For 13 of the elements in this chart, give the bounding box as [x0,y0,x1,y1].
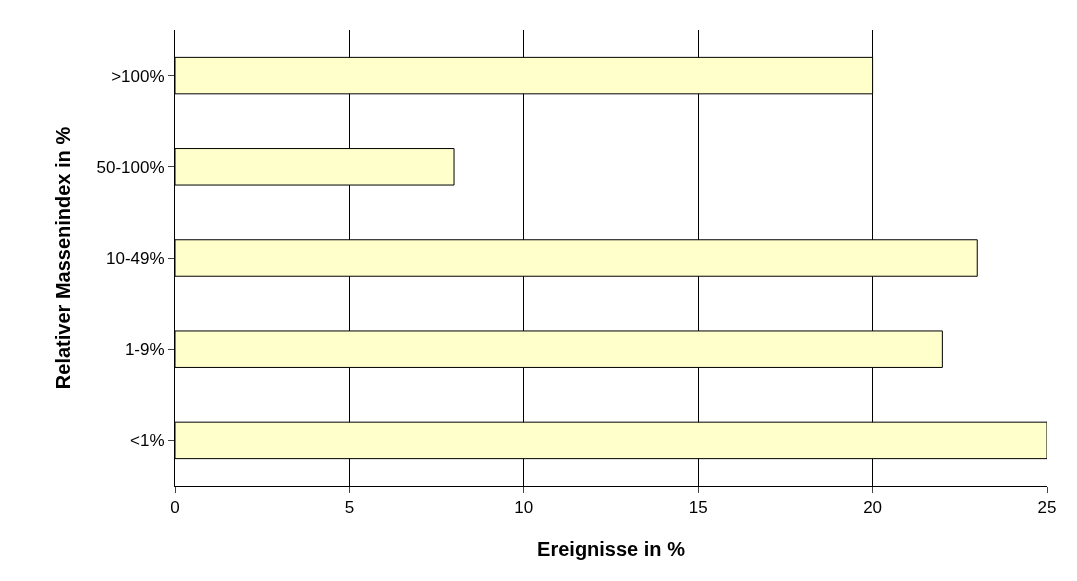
x-tick-label: 15 [688,498,708,518]
y-tick-label: <1% [130,431,165,451]
x-tick-label: 5 [344,498,355,518]
y-tick-label: 50-100% [96,157,165,177]
y-tick-label: 10-49% [105,248,165,268]
x-tick-label: 10 [514,498,534,518]
y-axis-title: Relativer Massenindex in % [52,126,75,390]
x-tick-label: 0 [170,498,180,518]
x-axis-title: Ereignisse in % [537,537,686,560]
x-tick-label: 25 [1037,498,1057,518]
y-tick-label: >100% [111,66,165,86]
x-tick-label: 20 [863,498,883,518]
y-tick-label: 1-9% [124,340,165,360]
